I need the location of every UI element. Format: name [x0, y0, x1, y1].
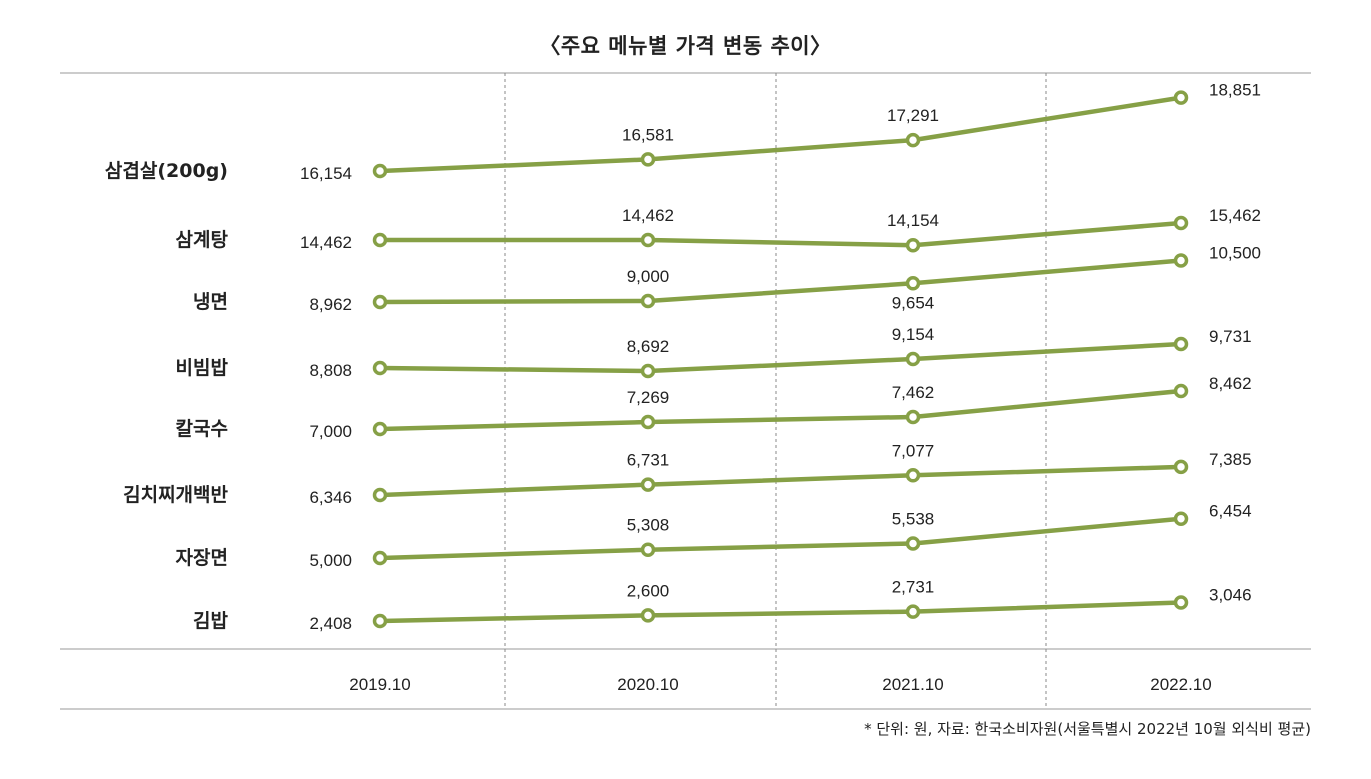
series-line [379, 600, 1182, 624]
data-label: 5,000 [309, 551, 352, 570]
series-line [379, 341, 1182, 374]
data-label: 5,538 [892, 509, 935, 528]
series-label: 김치찌개백반 [123, 484, 228, 506]
data-point [640, 363, 656, 379]
data-point [905, 351, 921, 367]
data-label: 6,346 [309, 488, 352, 507]
data-point [905, 409, 921, 425]
data-label: 14,154 [887, 211, 939, 230]
data-point [905, 276, 921, 291]
data-label: 2,731 [892, 578, 935, 597]
data-point [640, 232, 656, 248]
series-line [379, 388, 1182, 432]
x-tick-label: 2019.10 [349, 675, 410, 694]
data-label: 8,692 [627, 337, 670, 356]
data-point [905, 604, 921, 619]
data-label: 16,581 [622, 125, 674, 144]
data-label: 3,046 [1209, 585, 1252, 604]
data-label: 2,408 [309, 614, 352, 633]
data-point [640, 542, 656, 557]
data-point [372, 294, 388, 310]
data-point [1173, 215, 1189, 231]
series-label: 자장면 [176, 547, 228, 569]
x-tick-label: 2020.10 [617, 675, 678, 694]
data-point [372, 360, 388, 376]
data-point [640, 152, 656, 167]
data-point [1173, 90, 1189, 105]
data-point [1173, 459, 1189, 475]
data-point [1173, 253, 1189, 268]
data-point [905, 468, 921, 483]
data-point [1173, 595, 1189, 610]
data-label: 7,385 [1209, 450, 1252, 469]
data-label: 10,500 [1209, 243, 1261, 262]
series-line [379, 516, 1182, 561]
data-point [905, 132, 921, 148]
data-label: 9,154 [892, 325, 935, 344]
data-point [372, 421, 388, 437]
series-label: 냉면 [193, 291, 228, 313]
data-point [1173, 383, 1189, 399]
data-label: 9,731 [1209, 327, 1252, 346]
data-point [905, 536, 921, 551]
data-point [640, 608, 656, 623]
series-label: 삼계탕 [176, 229, 229, 251]
data-point [640, 477, 656, 492]
data-label: 7,269 [627, 388, 670, 407]
data-label: 16,154 [300, 164, 352, 183]
data-point [1173, 336, 1189, 352]
series-label: 김밥 [193, 610, 228, 632]
data-point [640, 414, 656, 430]
x-tick-label: 2022.10 [1150, 675, 1211, 694]
data-label: 8,462 [1209, 374, 1252, 393]
data-label: 9,000 [627, 267, 670, 286]
data-label: 6,454 [1209, 502, 1252, 521]
series-line [379, 464, 1182, 498]
data-point [372, 163, 388, 179]
data-label: 18,851 [1209, 81, 1261, 100]
data-label: 7,077 [892, 441, 935, 460]
data-label: 17,291 [887, 106, 939, 125]
data-label: 8,808 [309, 361, 352, 380]
series-label: 칼국수 [176, 418, 228, 440]
data-label: 5,308 [627, 516, 670, 535]
x-tick-label: 2021.10 [882, 675, 943, 694]
data-point [372, 550, 388, 566]
data-point [1173, 511, 1189, 526]
data-label: 2,600 [627, 581, 670, 600]
data-label: 14,462 [622, 206, 674, 225]
data-label: 14,462 [300, 233, 352, 252]
data-label: 9,654 [892, 293, 935, 312]
series-line [379, 258, 1182, 305]
series-line [380, 220, 1182, 248]
data-point [905, 237, 921, 253]
data-point [372, 232, 388, 248]
data-point [640, 293, 656, 309]
chart-title: 〈주요 메뉴별 가격 변동 추이〉 [539, 34, 832, 58]
data-label: 8,962 [309, 295, 352, 314]
data-label: 7,000 [309, 422, 352, 441]
series-label: 비빔밥 [176, 357, 229, 379]
series-label: 삼겹살(200g) [105, 160, 228, 182]
series-line [379, 95, 1182, 174]
footnote: * 단위: 원, 자료: 한국소비자원(서울특별시 2022년 10월 외식비 … [864, 720, 1311, 738]
data-label: 15,462 [1209, 206, 1261, 225]
data-label: 6,731 [627, 451, 670, 470]
data-label: 7,462 [892, 383, 935, 402]
data-point [372, 613, 388, 629]
data-point [372, 487, 388, 503]
